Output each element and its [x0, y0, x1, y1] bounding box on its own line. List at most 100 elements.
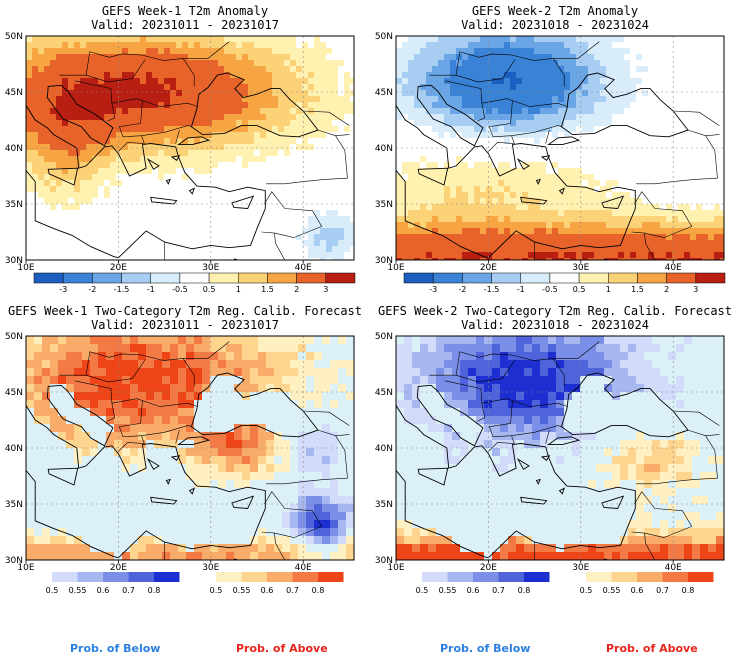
- field-cell: [254, 174, 261, 181]
- field-cell: [230, 246, 237, 253]
- field-cell: [50, 496, 59, 505]
- field-cell: [188, 144, 195, 151]
- field-cell: [104, 210, 111, 217]
- field-cell: [32, 162, 39, 169]
- field-cell: [236, 180, 243, 187]
- field-cell: [134, 138, 141, 145]
- field-cell: [504, 138, 511, 145]
- field-cell: [194, 36, 201, 43]
- field-cell: [158, 234, 165, 241]
- field-cell: [86, 102, 93, 109]
- field-cell: [212, 240, 219, 247]
- field-cell: [450, 222, 457, 229]
- field-cell: [690, 234, 697, 241]
- field-cell: [194, 520, 203, 529]
- field-cell: [534, 234, 541, 241]
- field-cell: [630, 132, 637, 139]
- field-cell: [576, 234, 583, 241]
- field-cell: [332, 66, 339, 73]
- field-cell: [618, 222, 625, 229]
- field-cell: [320, 246, 327, 253]
- field-cell: [618, 42, 625, 49]
- field-cell: [702, 66, 709, 73]
- field-cell: [708, 162, 715, 169]
- field-cell: [278, 42, 285, 49]
- field-cell: [320, 36, 327, 43]
- field-cell: [332, 204, 339, 211]
- field-cell: [242, 156, 249, 163]
- field-cell: [58, 440, 67, 449]
- field-cell: [630, 162, 637, 169]
- field-cell: [432, 222, 439, 229]
- field-cell: [62, 84, 69, 91]
- field-cell: [708, 252, 715, 259]
- field-cell: [296, 168, 303, 175]
- field-cell: [164, 36, 171, 43]
- field-cell: [110, 162, 117, 169]
- field-cell: [68, 228, 75, 235]
- field-cell: [678, 222, 685, 229]
- field-cell: [438, 48, 445, 55]
- field-cell: [308, 246, 315, 253]
- field-cell: [140, 180, 147, 187]
- field-cell: [26, 252, 33, 259]
- field-cell: [492, 204, 499, 211]
- field-cell: [260, 60, 267, 67]
- field-cell: [140, 210, 147, 217]
- field-cell: [146, 488, 155, 497]
- field-cell: [696, 198, 703, 205]
- field-cell: [26, 168, 33, 175]
- field-cell: [522, 252, 529, 259]
- field-cell: [194, 360, 203, 369]
- field-cell: [278, 222, 285, 229]
- field-cell: [56, 60, 63, 67]
- field-cell: [104, 180, 111, 187]
- field-cell: [98, 186, 105, 193]
- field-cell: [200, 222, 207, 229]
- field-cell: [660, 120, 667, 127]
- field-cell: [408, 204, 415, 211]
- field-cell: [486, 174, 493, 181]
- field-cell: [516, 60, 523, 67]
- field-cell: [510, 180, 517, 187]
- field-cell: [492, 168, 499, 175]
- field-cell: [134, 228, 141, 235]
- field-cell: [206, 132, 213, 139]
- field-cell: [82, 376, 91, 385]
- field-cell: [68, 60, 75, 67]
- field-cell: [134, 54, 141, 61]
- field-cell: [44, 186, 51, 193]
- field-cell: [26, 138, 33, 145]
- field-cell: [642, 246, 649, 253]
- field-cell: [122, 78, 129, 85]
- field-cell: [714, 216, 721, 223]
- field-cell: [450, 132, 457, 139]
- field-cell: [140, 102, 147, 109]
- field-cell: [648, 132, 655, 139]
- field-cell: [534, 96, 541, 103]
- field-cell: [242, 150, 249, 157]
- field-cell: [44, 156, 51, 163]
- field-cell: [134, 174, 141, 181]
- field-cell: [98, 114, 105, 121]
- field-cell: [528, 180, 535, 187]
- field-cell: [296, 66, 303, 73]
- field-cell: [146, 210, 153, 217]
- field-cell: [480, 54, 487, 61]
- field-cell: [654, 180, 661, 187]
- field-cell: [498, 246, 505, 253]
- field-cell: [612, 60, 619, 67]
- field-cell: [182, 132, 189, 139]
- field-cell: [92, 186, 99, 193]
- field-cell: [564, 36, 571, 43]
- field-cell: [164, 42, 171, 49]
- field-cell: [396, 180, 403, 187]
- field-cell: [254, 234, 261, 241]
- field-cell: [242, 78, 249, 85]
- field-cell: [426, 210, 433, 217]
- field-cell: [248, 216, 255, 223]
- field-cell: [432, 42, 439, 49]
- field-cell: [332, 42, 339, 49]
- field-cell: [178, 376, 187, 385]
- field-cell: [708, 180, 715, 187]
